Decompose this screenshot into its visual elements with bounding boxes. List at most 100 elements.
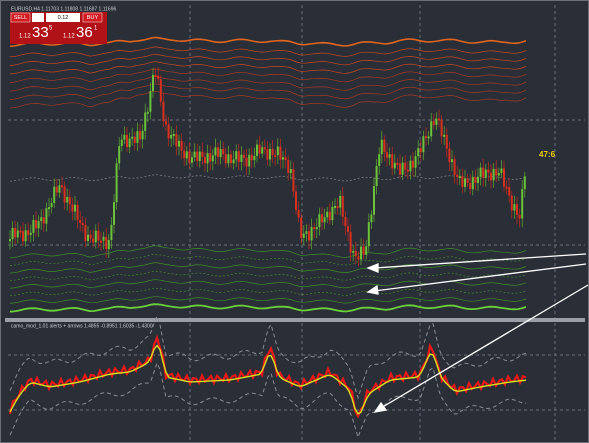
candle-body [29, 232, 32, 235]
candle-body [508, 187, 511, 196]
candle-body [24, 230, 27, 242]
candle-body [243, 154, 245, 158]
candle-body [326, 211, 329, 218]
candle-body [211, 155, 214, 162]
candle-body [128, 138, 131, 148]
sell-button[interactable] [10, 12, 31, 23]
candle-body [440, 119, 443, 137]
candle-body [131, 136, 134, 139]
pane-separator [5, 318, 585, 322]
candle-body [354, 250, 357, 257]
candle-body [71, 204, 74, 212]
candle-body [503, 168, 505, 187]
sell-label[interactable]: SELL [14, 15, 27, 21]
candle-body [110, 224, 113, 241]
candle-body [347, 226, 349, 232]
candle-body [490, 172, 492, 181]
candle-body [360, 246, 362, 260]
candle-body [92, 238, 95, 243]
sell-big-figure[interactable]: 1.12 [19, 34, 31, 40]
candle-body [9, 239, 11, 242]
candle-body [276, 146, 279, 156]
candle-body [14, 227, 17, 238]
band-line [9, 262, 527, 274]
candle-body [401, 162, 404, 175]
lots-value[interactable]: 0.12 [58, 15, 69, 21]
candle-body [45, 208, 48, 224]
lots-spinner[interactable] [32, 13, 44, 22]
candle-body [89, 234, 92, 239]
candle-body [500, 168, 503, 174]
candle-body [63, 186, 66, 203]
candle-body [477, 176, 479, 183]
sell-fraction[interactable]: 5 [49, 26, 53, 32]
candle-body [19, 230, 22, 233]
candle-body [367, 222, 370, 247]
buy-big-figure[interactable]: 1.12 [63, 34, 75, 40]
buy-pips[interactable]: 36 [76, 24, 93, 41]
candle-body [487, 169, 490, 173]
candle-body [11, 227, 14, 240]
candle-body [206, 153, 209, 164]
band-line [9, 83, 527, 100]
candle-body [230, 154, 232, 164]
candle-body [292, 169, 295, 192]
candle-body [115, 163, 118, 203]
band-line [9, 53, 527, 66]
candle-body [149, 91, 152, 112]
candle-body [27, 230, 30, 235]
candle-body [422, 136, 425, 153]
candle-body [214, 147, 217, 156]
buy-fraction[interactable]: 1 [94, 26, 98, 32]
candle-body [328, 211, 331, 221]
lots-input[interactable] [46, 13, 80, 22]
candle-body [55, 186, 58, 193]
candle-body [393, 162, 396, 169]
candle-body [315, 227, 318, 230]
candle-body [162, 101, 165, 122]
candle-body [87, 234, 89, 241]
candle-body [196, 151, 199, 162]
buy-label[interactable]: BUY [87, 15, 99, 21]
candle-body [256, 144, 258, 156]
candle-body [510, 195, 513, 211]
candle-body [139, 131, 141, 140]
trade-panel: SELL 0.12 BUY 1.12 33 5 1.12 36 1 [10, 12, 107, 44]
candle-body [136, 131, 139, 143]
buy-button[interactable] [82, 12, 103, 23]
sell-pips[interactable]: 33 [32, 24, 49, 41]
candle-body [222, 148, 225, 155]
candle-body [373, 186, 375, 215]
candle-body [178, 140, 180, 147]
candle-body [120, 139, 123, 147]
band-line [9, 287, 527, 297]
candle-body [438, 118, 440, 121]
candle-body [66, 196, 69, 203]
candle-body [334, 206, 336, 209]
candle-body [133, 136, 136, 143]
candle-body [479, 167, 482, 177]
candle-body [282, 157, 284, 160]
candle-body [159, 79, 162, 102]
candle-body [97, 230, 100, 241]
candle-body [107, 240, 110, 250]
candle-body [84, 224, 87, 241]
candle-body [261, 147, 264, 154]
candle-body [427, 136, 430, 139]
candle-body [521, 189, 524, 219]
candle-body [248, 154, 251, 167]
candle-body [100, 240, 102, 243]
candle-body [183, 150, 186, 159]
candle-body [302, 233, 305, 238]
candle-body [370, 214, 373, 223]
candle-body [287, 160, 290, 173]
candle-body [227, 154, 230, 164]
candle-body [357, 256, 360, 260]
candle-body [258, 144, 261, 154]
band-line [9, 174, 527, 182]
candle-body [297, 210, 300, 218]
candle-body [404, 162, 407, 170]
candle-body [339, 195, 342, 208]
